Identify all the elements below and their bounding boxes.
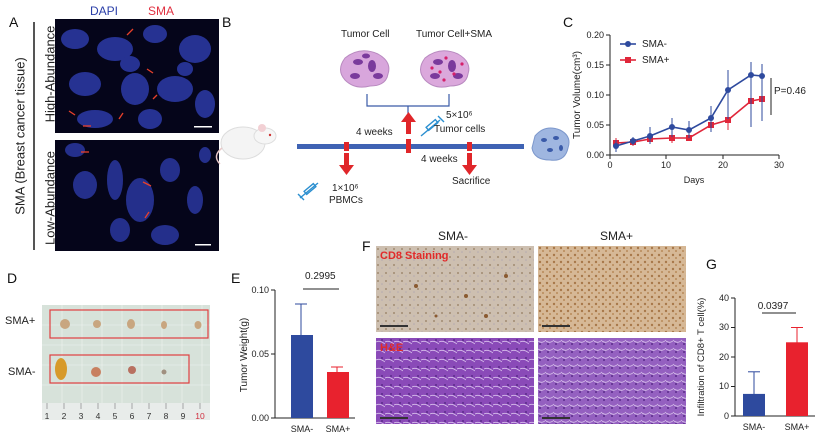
- svg-text:9: 9: [181, 411, 186, 420]
- if-image-high-abundance: [55, 19, 219, 133]
- panel-b-label: B: [222, 14, 232, 30]
- down-arrow-icon: [339, 165, 354, 175]
- svg-text:30: 30: [719, 322, 729, 332]
- injection-tumor-dose: 5×10⁶: [446, 110, 473, 121]
- panel-f-label: F: [362, 238, 371, 254]
- col-label-sma-plus: SMA+: [600, 229, 634, 243]
- svg-text:20: 20: [719, 352, 729, 362]
- sma-plus-box: [49, 309, 209, 339]
- injection-pbmc-sub: PBMCs: [329, 195, 363, 206]
- svg-text:5: 5: [113, 411, 118, 420]
- tumor-photo: 1 2 3 4 5 6 7 8 9 10: [42, 305, 210, 420]
- tumor-mass-icon: [531, 127, 570, 161]
- bar-sma-plus: [327, 372, 349, 418]
- tumor-cell-sma-cluster-icon: [420, 50, 470, 88]
- svg-text:SMA+: SMA+: [642, 55, 670, 66]
- svg-text:0.00: 0.00: [251, 413, 269, 423]
- panel-c-label: C: [563, 14, 574, 30]
- legend-sma: SMA: [148, 4, 175, 18]
- legend-dapi: DAPI: [90, 4, 119, 18]
- panel-g-label: G: [706, 256, 717, 272]
- panel-a-bracket: [33, 22, 35, 250]
- svg-text:4: 4: [96, 411, 101, 420]
- stain-label-he: H&E: [380, 342, 404, 354]
- down-arrow-icon: [462, 165, 477, 175]
- cd8-image-sma-plus: [538, 246, 686, 332]
- svg-text:Tumor Weight(g): Tumor Weight(g): [239, 318, 250, 392]
- panel-e-label: E: [231, 270, 241, 286]
- stain-label-cd8: CD8 Staining: [380, 250, 449, 262]
- svg-text:1: 1: [45, 411, 50, 420]
- chart-e-p-value: 0.2995: [305, 271, 336, 282]
- svg-text:0: 0: [607, 160, 612, 170]
- panel-a-label: A: [9, 14, 19, 30]
- svg-text:Days: Days: [684, 175, 705, 185]
- svg-text:10: 10: [195, 411, 205, 420]
- svg-text:SMA+: SMA+: [326, 424, 351, 434]
- svg-text:Infiltration of CD8+ T cell(%): Infiltration of CD8+ T cell(%): [696, 298, 707, 417]
- chart-c-p-value: P=0.46: [774, 86, 806, 97]
- he-image-sma-plus: [538, 338, 686, 424]
- svg-text:SMA-: SMA-: [642, 39, 667, 50]
- svg-text:7: 7: [147, 411, 152, 420]
- injection-tumor-sub: Tumor cells: [434, 124, 486, 135]
- svg-text:0.05: 0.05: [251, 349, 269, 359]
- syringe-icon: [297, 182, 319, 201]
- svg-text:10: 10: [719, 381, 729, 391]
- chart-g-p-value: 0.0397: [757, 301, 789, 312]
- svg-text:0.15: 0.15: [586, 60, 604, 70]
- row-label-sma-minus: SMA-: [8, 366, 36, 378]
- chart-cd8-infiltration: 40 30 20 10 0 Infiltration of CD8+ T cell(%)…: [696, 293, 815, 432]
- svg-text:2: 2: [62, 411, 67, 420]
- svg-text:0.00: 0.00: [586, 150, 604, 160]
- svg-text:0.05: 0.05: [586, 120, 604, 130]
- interval-label-2: 4 weeks: [421, 154, 458, 165]
- svg-text:0.10: 0.10: [586, 90, 604, 100]
- chart-tumor-weight: 0.10 0.05 0.00 Tumor Weight(g) SMA- SMA+: [239, 285, 355, 434]
- svg-text:20: 20: [718, 160, 728, 170]
- svg-text:6: 6: [130, 411, 135, 420]
- svg-text:30: 30: [774, 160, 784, 170]
- svg-text:3: 3: [79, 411, 84, 420]
- bar-sma-minus: [743, 393, 765, 416]
- endpoint-sacrifice: Sacrifice: [452, 176, 491, 187]
- interval-label-1: 4 weeks: [356, 127, 393, 138]
- cd8-image-sma-minus: [376, 246, 534, 332]
- svg-text:10: 10: [661, 160, 671, 170]
- svg-text:40: 40: [719, 293, 729, 303]
- cell-type-tumor: Tumor Cell: [341, 29, 390, 40]
- cell-type-tumor-sma: Tumor Cell+SMA: [416, 29, 493, 40]
- col-label-sma-minus: SMA-: [438, 229, 468, 243]
- panel-a-y-title: SMA (Breast cancer tissue): [12, 57, 28, 215]
- tumor-cell-cluster-icon: [340, 50, 390, 88]
- svg-text:Tumor Volume(cm³): Tumor Volume(cm³): [572, 51, 583, 139]
- svg-text:0: 0: [724, 411, 729, 421]
- experiment-schematic: [215, 50, 570, 201]
- syringe-icon: [420, 115, 445, 137]
- svg-text:SMA+: SMA+: [785, 422, 810, 432]
- sma-minus-box: [49, 354, 190, 384]
- svg-text:SMA-: SMA-: [743, 422, 766, 432]
- chart-tumor-volume: 0.20 0.15 0.10 0.05 0.00 0 10 20 30 Days Tumor …: [572, 30, 784, 185]
- he-image-sma-minus: [376, 338, 534, 424]
- up-arrow-icon: [401, 112, 416, 122]
- svg-text:0.10: 0.10: [251, 285, 269, 295]
- bar-sma-minus: [291, 335, 313, 418]
- svg-text:SMA-: SMA-: [291, 424, 314, 434]
- if-image-low-abundance: [55, 140, 219, 251]
- panel-d-label: D: [7, 270, 18, 286]
- row-label-sma-plus: SMA+: [5, 315, 36, 327]
- bar-sma-plus: [786, 342, 808, 416]
- svg-text:8: 8: [164, 411, 169, 420]
- svg-text:0.20: 0.20: [586, 30, 604, 40]
- injection-pbmc-dose: 1×10⁶: [332, 183, 359, 194]
- mouse-icon: [215, 124, 277, 165]
